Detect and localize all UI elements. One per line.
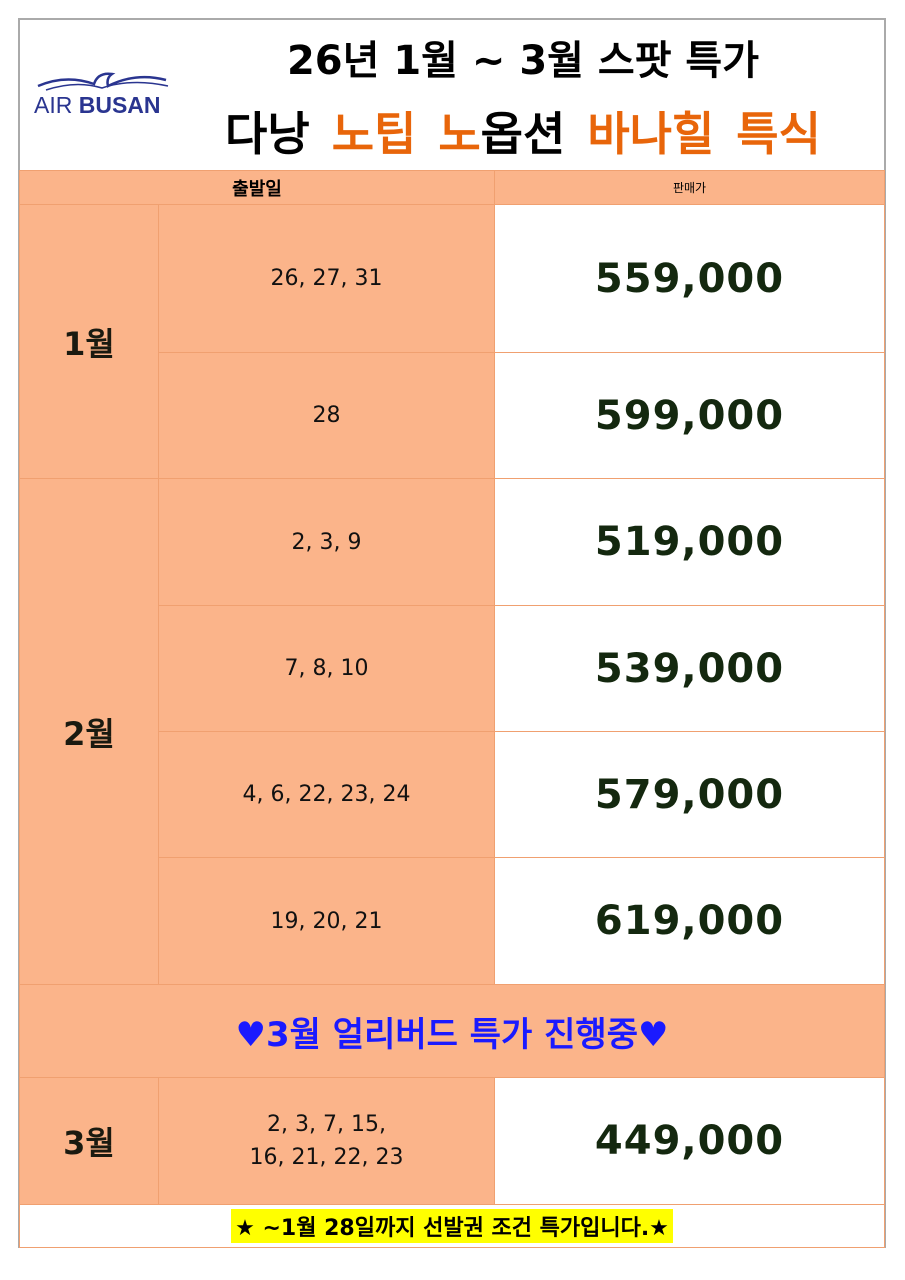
column-header-departure: 출발일: [19, 170, 495, 205]
price-cell: 559,000: [494, 204, 885, 353]
month-cell-jan: 1월: [19, 204, 159, 479]
dates-cell: 28: [158, 352, 495, 479]
month-cell-mar: 3월: [19, 1077, 159, 1205]
early-bird-banner: ♥3월 얼리버드 특가 진행중♥: [19, 984, 885, 1078]
dates-cell: 2, 3, 9: [158, 478, 495, 606]
title-line-2: 다낭 노팁 노옵션 바나힐 특식: [160, 98, 886, 164]
month-cell-feb: 2월: [19, 478, 159, 985]
title-segment: 옵션: [480, 107, 566, 161]
dates-cell: 26, 27, 31: [158, 204, 495, 353]
logo-air-text: AIR: [34, 92, 73, 118]
dates-cell: 2, 3, 7, 15, 16, 21, 22, 23: [158, 1077, 495, 1205]
title-segment: 다낭: [225, 107, 310, 161]
title-segment: 노: [438, 107, 481, 161]
dates-cell: 19, 20, 21: [158, 857, 495, 985]
dates-cell: 4, 6, 22, 23, 24: [158, 731, 495, 858]
title-segment: 노팁: [331, 107, 417, 161]
price-cell: 519,000: [494, 478, 885, 606]
logo-busan-text: BUSAN: [78, 92, 161, 118]
price-cell: 449,000: [494, 1077, 885, 1205]
column-header-price: 판매가: [494, 170, 885, 205]
price-cell: 579,000: [494, 731, 885, 858]
footer-row: ★ ~1월 28일까지 선발권 조건 특가입니다.★: [19, 1204, 885, 1248]
price-cell: 599,000: [494, 352, 885, 479]
title-segment: 바나힐 특식: [587, 107, 821, 161]
dates-cell: 7, 8, 10: [158, 605, 495, 732]
title-line-1: 26년 1월 ~ 3월 스팟 특가: [286, 38, 760, 84]
footer-note: ★ ~1월 28일까지 선발권 조건 특가입니다.★: [231, 1209, 673, 1243]
price-cell: 539,000: [494, 605, 885, 732]
price-cell: 619,000: [494, 857, 885, 985]
bird-wave-icon: [37, 72, 169, 91]
air-busan-logo: AIR BUSAN: [30, 68, 170, 122]
